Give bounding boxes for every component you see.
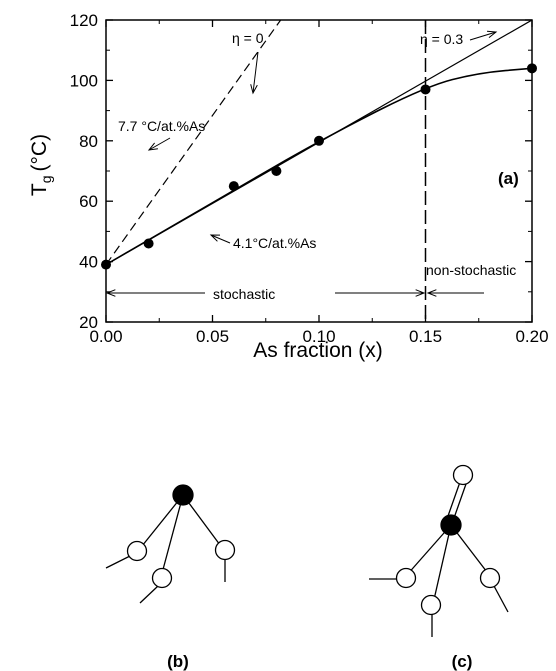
series-line-0: [106, 20, 282, 265]
y-tick-label: 40: [79, 253, 98, 272]
x-tick-label: 0.20: [515, 327, 548, 346]
double-bond: [447, 481, 461, 517]
x-tick-label: 0.05: [196, 327, 229, 346]
atom: [126, 540, 148, 562]
series-line-2: [106, 67, 532, 266]
y-axis: 20 40 60 80 100 120: [70, 11, 532, 332]
data-points: [101, 63, 537, 270]
arrow-eta-0-head: [250, 84, 258, 95]
y-tick-label: 80: [79, 132, 98, 151]
bond: [182, 494, 224, 550]
annotation-eta-0-3: η = 0.3: [420, 31, 463, 47]
data-point: [143, 238, 154, 249]
x-axis: 0.00 0.05 0.10 0.15 0.20: [89, 20, 549, 346]
data-point: [228, 181, 239, 192]
double-bond: [453, 483, 467, 519]
plot-area: 0.00 0.05 0.10 0.15 0.20 20 40 60 80 100 120 η = …: [28, 11, 549, 362]
y-axis-title-main: T: [28, 183, 51, 196]
x-tick-label: 0.00: [89, 327, 122, 346]
arrow-slope-dashed-head: [147, 142, 158, 151]
annotation-non-stochastic: non-stochastic: [426, 262, 516, 278]
atom: [452, 464, 474, 486]
annotation-arrows: [105, 30, 498, 297]
data-point: [271, 166, 282, 176]
arrow-slope-solid: [210, 234, 231, 244]
y-axis-title-subscript: g: [38, 175, 54, 183]
panel-label-a: (a): [498, 169, 519, 188]
arrow-non-stochastic-head: [426, 289, 437, 297]
bond: [493, 585, 509, 613]
arrow-slope-solid-head: [209, 234, 221, 242]
data-point: [527, 63, 537, 74]
x-tick-label: 0.10: [302, 327, 335, 346]
atom: [479, 567, 501, 589]
y-axis-title-unit: (°C): [28, 134, 51, 172]
y-tick-label: 60: [79, 192, 98, 211]
bond: [160, 494, 184, 578]
annotation-stochastic: stochastic: [213, 286, 275, 302]
data-point: [314, 135, 324, 146]
arrow-eta-0-3-head: [486, 30, 498, 39]
structure-b: [105, 484, 236, 604]
annotation-slope-solid: 4.1°C/at.%As: [233, 235, 316, 251]
bond: [105, 555, 131, 569]
bond: [405, 524, 452, 577]
arrow-eta-0: [252, 51, 259, 94]
structure-c: [369, 464, 509, 637]
atom-arsenic: [440, 514, 462, 536]
bond: [450, 524, 491, 577]
atom: [151, 567, 173, 589]
y-tick-label: 20: [79, 313, 98, 332]
annotation-slope-dashed: 7.7 °C/at.%As: [118, 118, 205, 134]
panel-label-b: (b): [167, 652, 189, 671]
y-axis-title: Tg (°C): [28, 134, 54, 196]
panel-label-c: (c): [452, 652, 473, 671]
atom: [395, 567, 417, 589]
svg-text:Tg(°C): Tg (°C): [28, 134, 54, 196]
x-tick-label: 0.15: [409, 327, 442, 346]
arrow-eta-0-3: [469, 31, 497, 41]
bond: [432, 524, 452, 605]
atom: [214, 539, 236, 561]
bond: [139, 585, 159, 604]
atom: [420, 594, 442, 616]
x-axis-title: As fraction (x): [253, 339, 383, 362]
y-tick-label: 100: [70, 71, 98, 90]
atom-arsenic: [172, 484, 194, 506]
annotation-eta-0: η = 0: [232, 30, 264, 46]
y-tick-label: 120: [70, 11, 98, 30]
arrow-stochastic-left-head: [105, 289, 116, 297]
data-point: [101, 259, 111, 270]
arrow-stochastic-right-head: [415, 289, 426, 297]
arrow-slope-dashed: [148, 137, 171, 151]
bond: [137, 494, 184, 552]
